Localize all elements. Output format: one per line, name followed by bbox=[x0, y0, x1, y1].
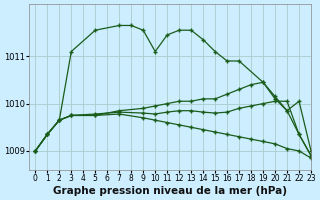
X-axis label: Graphe pression niveau de la mer (hPa): Graphe pression niveau de la mer (hPa) bbox=[53, 186, 287, 196]
